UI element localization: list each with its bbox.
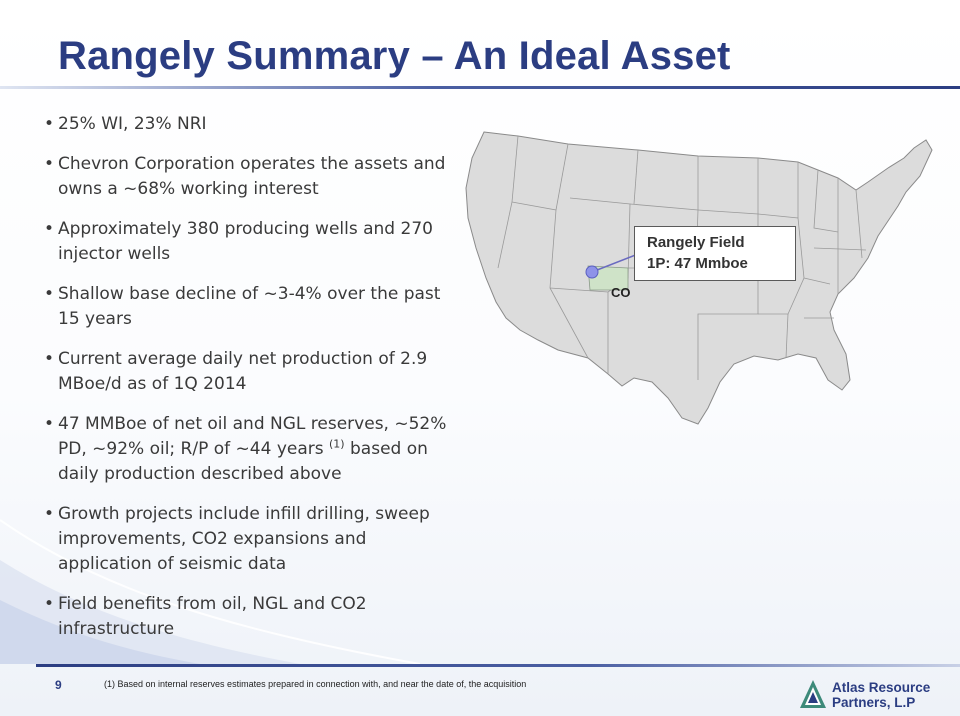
bullet-item: Shallow base decline of ~3-4% over the p…: [44, 282, 454, 332]
logo-line-2: Partners, L.P: [832, 695, 916, 710]
rangely-field-callout: Rangely Field 1P: 47 Mmboe: [634, 226, 796, 281]
state-label-co: CO: [611, 285, 631, 300]
footnote: (1) Based on internal reserves estimates…: [104, 679, 527, 689]
title-rule: [0, 86, 960, 89]
page-number: 9: [55, 678, 62, 692]
bullet-item: Growth projects include infill drilling,…: [44, 502, 454, 577]
footnote-ref: (1): [329, 437, 345, 451]
logo-line-1: Atlas Resource: [832, 680, 931, 695]
bullet-item: Approximately 380 producing wells and 27…: [44, 217, 454, 267]
callout-title: Rangely Field: [647, 234, 745, 251]
callout-leader: [591, 253, 639, 273]
bullet-list: 25% WI, 23% NRI Chevron Corporation oper…: [44, 112, 454, 657]
company-logo: Atlas Resource Partners, L.P: [798, 676, 948, 712]
atlas-logo-icon: [800, 680, 826, 708]
bullet-item: 47 MMBoe of net oil and NGL reserves, ~5…: [44, 412, 454, 487]
slide-title: Rangely Summary – An Ideal Asset: [58, 34, 731, 78]
bullet-item: Current average daily net production of …: [44, 347, 454, 397]
bullet-item: 25% WI, 23% NRI: [44, 112, 454, 137]
bullet-item: Field benefits from oil, NGL and CO2 inf…: [44, 592, 454, 642]
rangely-field-marker: [585, 265, 599, 279]
footer-rule: [36, 664, 960, 667]
callout-reserves: 1P: 47 Mmboe: [647, 255, 748, 272]
bullet-item: Chevron Corporation operates the assets …: [44, 152, 454, 202]
